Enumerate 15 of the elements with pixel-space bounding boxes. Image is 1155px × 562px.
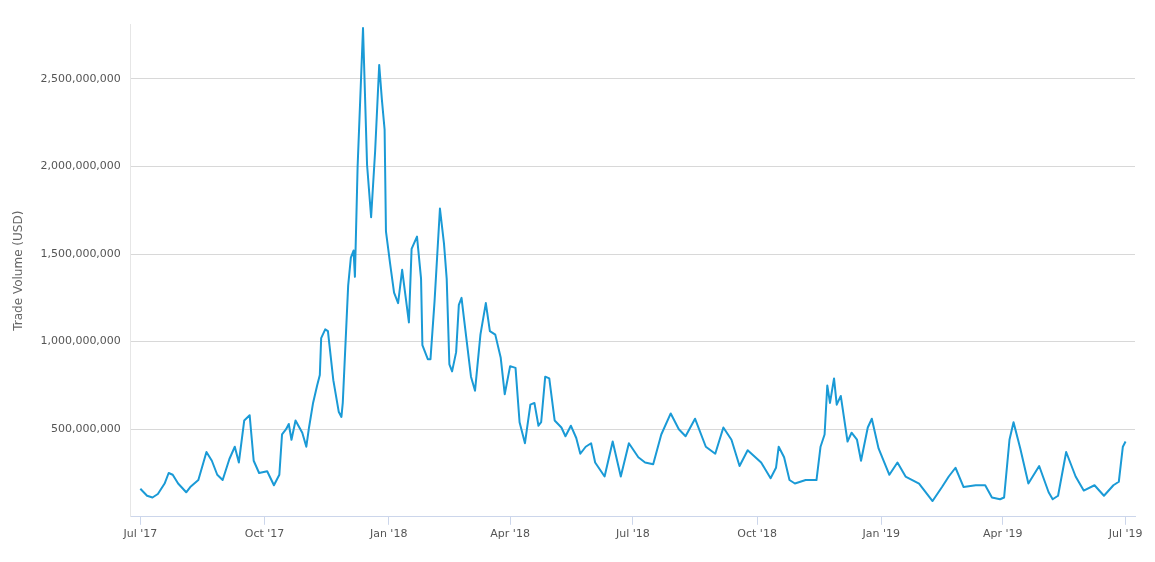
y-axis-title: Trade Volume (USD) xyxy=(11,210,26,332)
x-tick-label: Jul '17 xyxy=(122,527,158,541)
x-tick-label: Apr '19 xyxy=(982,527,1023,541)
y-tick-label: 1,000,000,000 xyxy=(40,334,121,348)
y-tick-label: 2,500,000,000 xyxy=(40,71,121,85)
x-tick-label: Jan '18 xyxy=(368,527,408,541)
x-tick-label: Jul '19 xyxy=(1107,527,1143,541)
y-tick-label: 500,000,000 xyxy=(50,422,121,436)
y-tick-label: 2,000,000,000 xyxy=(40,159,121,173)
x-tick-label: Apr '18 xyxy=(490,527,530,541)
y-tick-label: 1,500,000,000 xyxy=(40,246,121,260)
x-tick-label: Jan '19 xyxy=(861,527,901,541)
x-tick-label: Oct '18 xyxy=(737,527,777,541)
x-tick-label: Jul '18 xyxy=(615,527,650,541)
x-tick-label: Oct '17 xyxy=(244,527,285,541)
